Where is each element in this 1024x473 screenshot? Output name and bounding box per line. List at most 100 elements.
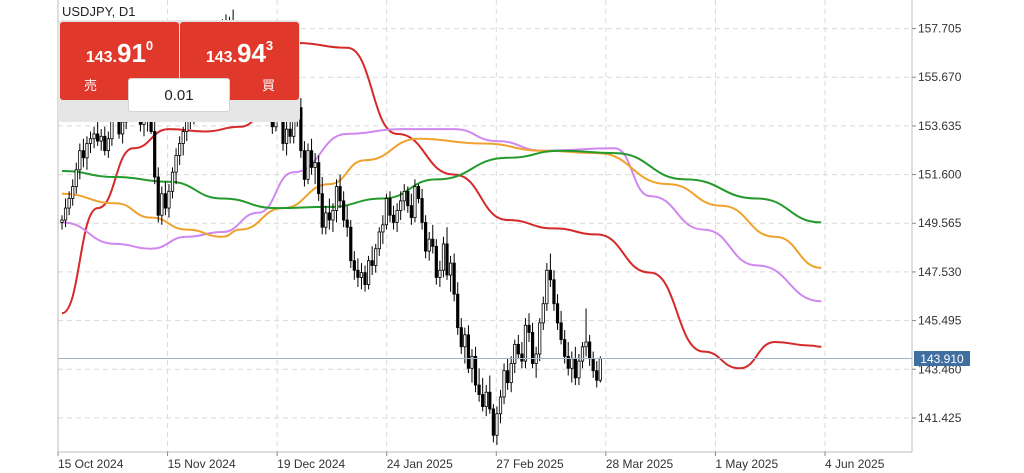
candle	[484, 385, 488, 417]
candle	[352, 251, 356, 280]
candle-body	[416, 186, 421, 199]
candle	[552, 270, 556, 311]
candle	[331, 203, 335, 232]
candle	[399, 191, 403, 221]
candle	[441, 236, 446, 278]
candle	[163, 181, 167, 216]
candle	[584, 308, 588, 357]
candle-body	[584, 341, 588, 348]
candle	[181, 126, 185, 156]
candle	[71, 179, 75, 206]
candle	[391, 205, 396, 230]
candle	[580, 341, 585, 369]
candle	[406, 186, 410, 213]
candle	[67, 191, 71, 216]
candle	[498, 389, 503, 424]
sell-price-main: 91	[116, 38, 146, 68]
candle	[313, 153, 317, 185]
candle-body	[559, 322, 563, 340]
candle-body	[495, 413, 499, 436]
candle	[409, 193, 413, 225]
grid-lines	[57, 0, 912, 452]
moving-average-violet	[61, 128, 822, 303]
candle-body	[520, 353, 524, 362]
y-axis: 157.705 155.670 153.635 151.600 149.565 147.5…	[912, 22, 962, 425]
candle-body	[342, 200, 346, 221]
candle	[167, 184, 171, 218]
sell-label: 売	[84, 78, 98, 93]
candle	[284, 121, 289, 156]
candle	[395, 203, 399, 232]
candle	[527, 313, 531, 342]
candle-body	[163, 193, 167, 209]
candle	[63, 198, 68, 228]
candle	[156, 167, 160, 223]
candle	[377, 227, 381, 256]
buy-price-prefix: 143.	[205, 49, 237, 66]
candle	[477, 368, 481, 402]
candle	[598, 356, 602, 383]
candle	[178, 136, 182, 166]
candle	[495, 406, 499, 445]
candle	[473, 346, 478, 393]
moving-average-green	[61, 149, 822, 224]
lot-size-input[interactable]	[128, 78, 230, 112]
y-tick-label: 147.530	[918, 265, 962, 279]
candle-body	[434, 245, 438, 278]
candle-body	[334, 186, 339, 211]
candle	[523, 318, 528, 369]
candle-body	[588, 341, 592, 360]
y-tick-label: 141.425	[918, 411, 962, 425]
sell-price: 143.910	[60, 38, 179, 69]
candle-body	[552, 279, 556, 305]
candle-body	[448, 262, 453, 276]
candle-body	[60, 219, 64, 223]
candle-body	[530, 332, 535, 364]
candle-body	[381, 224, 385, 233]
candle	[345, 205, 349, 237]
candle	[448, 255, 453, 292]
candle	[317, 155, 321, 201]
candle-body	[548, 269, 553, 281]
candle-body	[92, 133, 96, 140]
candle	[509, 356, 513, 393]
candle-body	[591, 358, 595, 372]
candle-body	[406, 190, 410, 207]
candle-body	[595, 370, 599, 381]
candle-body	[459, 327, 463, 348]
candle	[78, 143, 82, 180]
candle	[170, 167, 175, 199]
buy-price-fraction: 3	[265, 38, 274, 53]
candle	[402, 184, 406, 211]
candle	[363, 265, 367, 292]
buy-label: 買	[261, 78, 275, 93]
candle	[559, 310, 563, 345]
candle	[384, 193, 389, 230]
x-tick-label: 28 Mar 2025	[606, 457, 674, 471]
candle-body	[309, 150, 314, 168]
candle-body	[545, 269, 549, 305]
y-tick-label: 151.600	[918, 168, 962, 182]
candle-body	[566, 355, 570, 369]
candle	[563, 330, 567, 364]
candle-body	[352, 260, 356, 271]
candle-body	[473, 355, 478, 386]
candle-body	[402, 190, 406, 202]
candle-body	[71, 186, 75, 199]
candle-body	[580, 346, 585, 362]
candle-body	[359, 272, 364, 278]
candle	[424, 215, 428, 259]
candle	[366, 255, 371, 290]
sell-price-fraction: 0	[145, 38, 154, 53]
candle-body	[121, 121, 125, 135]
candle-body	[349, 226, 353, 262]
candle	[491, 404, 495, 443]
candle-body	[96, 133, 100, 142]
candle	[356, 258, 360, 287]
candle-body	[555, 303, 560, 324]
candle-body	[523, 324, 528, 362]
candle	[334, 179, 339, 223]
candle-body	[327, 212, 331, 221]
candle	[516, 334, 520, 359]
